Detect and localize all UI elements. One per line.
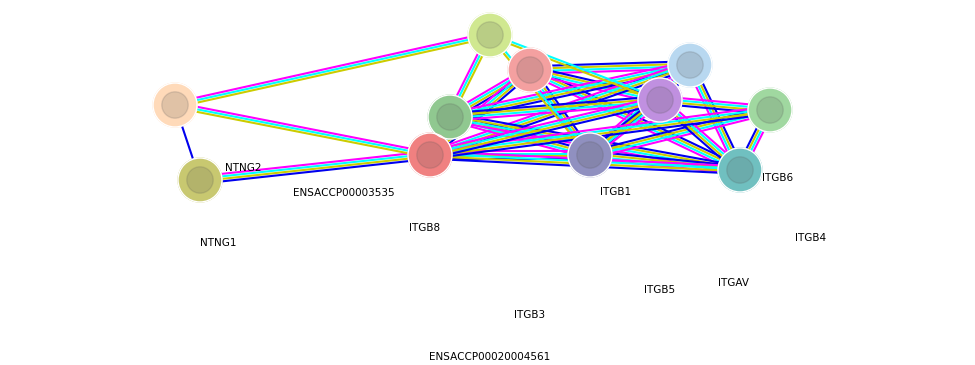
Circle shape <box>416 142 444 168</box>
Text: NTNG2: NTNG2 <box>225 163 261 173</box>
Text: ITGB3: ITGB3 <box>515 310 546 320</box>
Circle shape <box>508 48 552 92</box>
Circle shape <box>187 167 214 193</box>
Text: ITGB1: ITGB1 <box>600 187 631 197</box>
Circle shape <box>726 157 754 183</box>
Circle shape <box>646 87 673 113</box>
Circle shape <box>718 148 762 192</box>
Text: ITGB8: ITGB8 <box>409 223 440 233</box>
Text: ITGB5: ITGB5 <box>644 285 676 295</box>
Circle shape <box>408 133 452 177</box>
Circle shape <box>577 142 604 168</box>
Text: ENSACCP00003535: ENSACCP00003535 <box>293 188 395 198</box>
Circle shape <box>517 57 543 83</box>
Circle shape <box>677 52 703 78</box>
Circle shape <box>638 78 682 122</box>
Circle shape <box>468 13 512 57</box>
Circle shape <box>428 95 472 139</box>
Text: ITGB6: ITGB6 <box>762 173 793 183</box>
Text: NTNG1: NTNG1 <box>200 238 237 248</box>
Circle shape <box>437 104 463 130</box>
Circle shape <box>178 158 222 202</box>
Text: ITGB4: ITGB4 <box>795 233 826 243</box>
Text: ENSACCP00020004561: ENSACCP00020004561 <box>429 352 551 362</box>
Circle shape <box>153 83 197 127</box>
Circle shape <box>477 22 503 48</box>
Circle shape <box>162 92 188 118</box>
Circle shape <box>568 133 612 177</box>
Text: ITGAV: ITGAV <box>718 278 749 288</box>
Circle shape <box>757 97 783 123</box>
Circle shape <box>668 43 712 87</box>
Circle shape <box>748 88 792 132</box>
